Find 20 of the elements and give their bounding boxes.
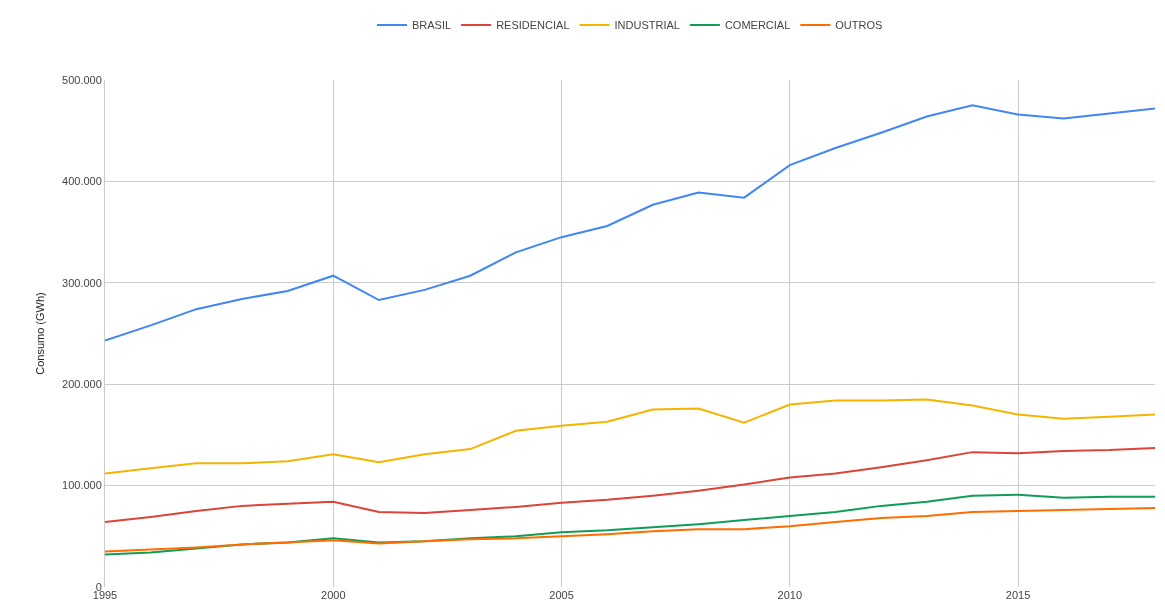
y-tick-label: 100.000 bbox=[62, 479, 102, 492]
y-tick-label: 400.000 bbox=[62, 175, 102, 188]
line-series bbox=[105, 104, 1155, 342]
legend-label: INDUSTRIAL bbox=[614, 19, 680, 32]
y-tick-label: 200.000 bbox=[62, 378, 102, 391]
x-tick-label: 2010 bbox=[777, 589, 803, 601]
legend-label: BRASIL bbox=[412, 19, 452, 32]
legend-label: COMERCIAL bbox=[724, 19, 791, 32]
line-series bbox=[105, 506, 1155, 553]
legend-label: RESIDENCIAL bbox=[496, 19, 570, 32]
line-series bbox=[105, 493, 1155, 556]
legend-label: OUTROS bbox=[835, 19, 883, 32]
y-tick-label: 300.000 bbox=[62, 276, 102, 289]
line-series bbox=[105, 447, 1155, 524]
line-series bbox=[105, 398, 1155, 475]
x-tick-label: 2015 bbox=[1005, 589, 1031, 601]
y-axis-title: Consumo (GWh) bbox=[33, 292, 46, 375]
y-tick-label: 500.000 bbox=[62, 73, 102, 86]
x-tick-label: 2005 bbox=[549, 589, 574, 601]
x-tick-label: 2000 bbox=[321, 589, 346, 601]
